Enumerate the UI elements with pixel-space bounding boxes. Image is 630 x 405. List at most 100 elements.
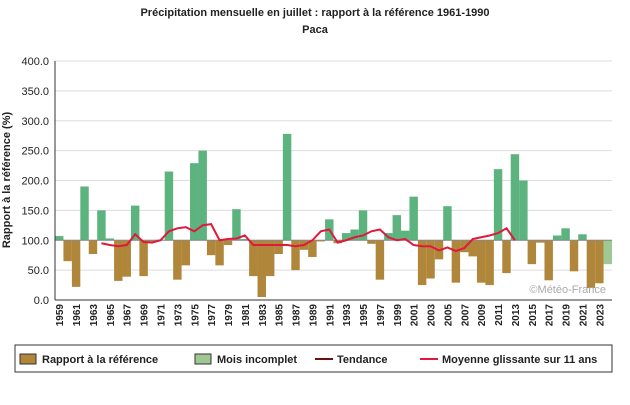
bar xyxy=(603,240,612,265)
bar xyxy=(350,229,359,241)
bar xyxy=(510,154,520,241)
bar xyxy=(88,240,98,254)
bar xyxy=(569,240,579,272)
bar xyxy=(308,240,317,257)
bar xyxy=(468,240,477,257)
x-tick-label: 1961 xyxy=(72,304,83,327)
x-tick-label: 1971 xyxy=(156,304,167,327)
x-tick-label: 2009 xyxy=(477,304,488,327)
watermark: ©Météo-France xyxy=(529,284,606,296)
chart-title: Précipitation mensuelle en juillet : rap… xyxy=(140,7,489,19)
bar xyxy=(190,163,199,241)
bar xyxy=(502,240,511,274)
x-tick-label: 1987 xyxy=(292,304,303,327)
y-tick-label: 100.0 xyxy=(21,235,49,247)
bar xyxy=(401,230,410,241)
legend-label: Rapport à la référence xyxy=(42,354,158,366)
bar xyxy=(536,240,545,243)
bar xyxy=(282,133,292,241)
x-tick-label: 2003 xyxy=(427,304,438,327)
bar xyxy=(97,210,106,241)
x-tick-label: 1975 xyxy=(190,304,201,327)
x-tick-label: 1963 xyxy=(89,304,100,327)
x-tick-label: 1997 xyxy=(376,304,387,327)
bar xyxy=(232,209,241,241)
bar xyxy=(265,240,275,277)
x-tick-label: 1983 xyxy=(258,304,269,327)
y-tick-label: 0.0 xyxy=(34,295,49,307)
legend-label: Mois incomplet xyxy=(217,354,297,366)
y-tick-label: 150.0 xyxy=(21,205,49,217)
bar xyxy=(358,210,368,241)
line xyxy=(101,223,516,253)
legend-box xyxy=(14,344,613,373)
y-tick-label: 250.0 xyxy=(21,146,49,158)
bar xyxy=(544,240,553,281)
x-tick-label: 2015 xyxy=(528,304,539,327)
bar xyxy=(249,240,258,277)
x-tick-label: 1991 xyxy=(325,304,336,327)
legend-label: Tendance xyxy=(337,354,388,366)
x-tick-label: 1959 xyxy=(55,304,66,327)
bar xyxy=(291,240,300,271)
x-tick-label: 1973 xyxy=(173,304,184,327)
bar xyxy=(215,240,224,266)
bar xyxy=(80,186,89,241)
x-tick-label: 2023 xyxy=(595,304,606,327)
bar xyxy=(164,171,174,241)
legend-label: Moyenne glissante sur 11 ans xyxy=(442,354,597,366)
bar xyxy=(460,240,469,253)
x-tick-label: 1985 xyxy=(275,304,286,327)
x-tick-label: 1967 xyxy=(123,304,134,327)
chart-subtitle: Paca xyxy=(302,24,329,36)
bar xyxy=(105,238,115,241)
x-tick-label: 1989 xyxy=(308,304,319,327)
bar xyxy=(122,240,131,277)
y-tick-label: 200.0 xyxy=(21,176,49,188)
bar xyxy=(114,240,123,281)
x-tick-label: 1999 xyxy=(393,304,404,327)
bar xyxy=(55,236,64,241)
x-tick-label: 2011 xyxy=(494,304,505,326)
bar xyxy=(130,205,140,241)
x-tick-label: 2021 xyxy=(578,304,589,327)
bar xyxy=(206,240,216,256)
bar xyxy=(493,169,503,241)
bar xyxy=(173,240,182,280)
bar xyxy=(451,240,461,283)
x-tick-label: 1993 xyxy=(342,304,353,327)
bar xyxy=(375,240,385,280)
bar xyxy=(139,240,148,277)
bar xyxy=(71,240,81,287)
x-tick-label: 2017 xyxy=(545,304,556,327)
bar xyxy=(223,240,233,246)
bar xyxy=(198,150,207,241)
legend-swatch xyxy=(194,353,212,365)
bar xyxy=(519,180,528,241)
x-tick-label: 1981 xyxy=(241,304,252,327)
y-tick-label: 400.0 xyxy=(21,56,49,68)
x-tick-label: 1995 xyxy=(359,304,370,327)
bar xyxy=(147,240,157,242)
x-tick-label: 2013 xyxy=(511,304,522,327)
bar xyxy=(274,240,283,254)
x-tick-label: 2019 xyxy=(562,304,573,327)
bar xyxy=(561,228,570,241)
y-tick-label: 300.0 xyxy=(21,116,49,128)
bar xyxy=(595,240,604,284)
bar xyxy=(443,206,452,241)
x-tick-label: 2007 xyxy=(460,304,471,327)
bar xyxy=(63,240,72,262)
x-tick-label: 2001 xyxy=(410,304,421,327)
bar xyxy=(552,235,562,241)
bar xyxy=(476,240,486,283)
bar xyxy=(181,240,191,266)
bar xyxy=(426,240,435,279)
bar xyxy=(316,240,326,242)
bar xyxy=(341,233,351,241)
bar xyxy=(586,240,596,289)
bar xyxy=(417,240,427,286)
x-tick-label: 2005 xyxy=(443,304,454,327)
bar xyxy=(240,239,250,241)
